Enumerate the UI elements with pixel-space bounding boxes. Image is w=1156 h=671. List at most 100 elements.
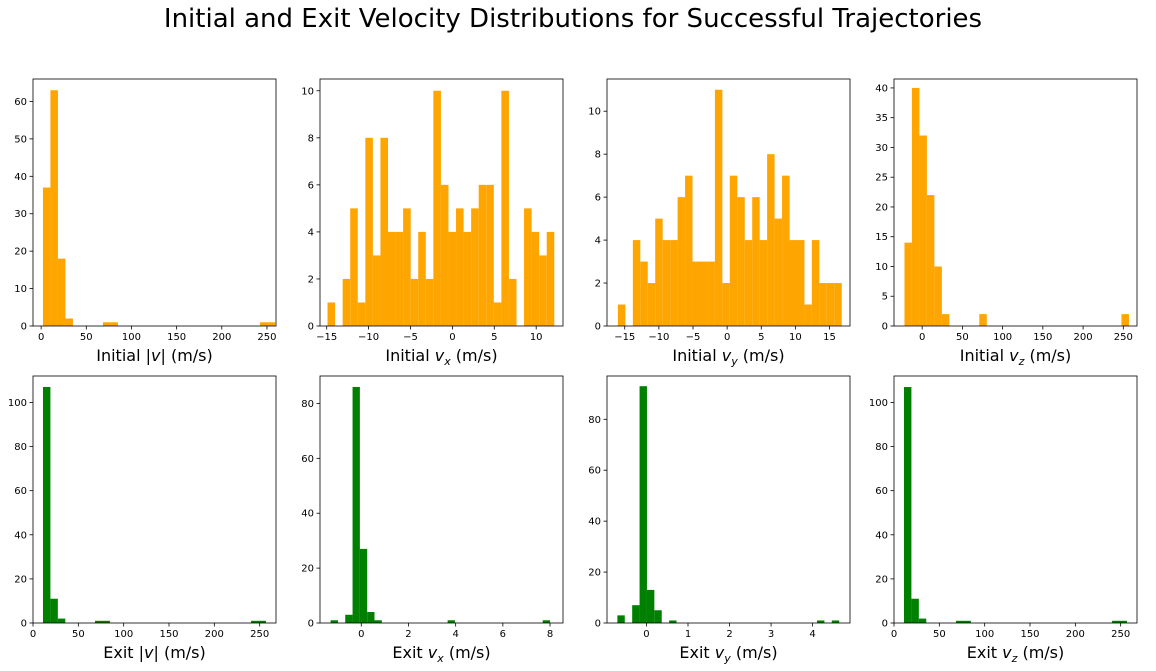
x-tick-label: 2: [405, 629, 411, 640]
y-tick-label: 40: [875, 530, 888, 541]
histogram-bar: [646, 589, 655, 623]
histogram-bar: [367, 612, 375, 623]
y-tick-label: 0: [882, 619, 888, 630]
histogram-bar: [42, 187, 51, 326]
histogram-bar: [819, 283, 827, 326]
histogram-bar: [493, 302, 502, 326]
histogram-bar: [1112, 620, 1120, 623]
histogram-bar: [911, 598, 919, 623]
y-tick-label: 60: [301, 454, 314, 465]
x-tick-label: 0: [358, 629, 364, 640]
subplot-exit-vz: 0 50 100 150 200 250 0 20 40 60 80 100 Exit vz (m/s): [869, 375, 1138, 665]
histogram-bar: [345, 614, 353, 623]
histogram-bar: [395, 231, 404, 326]
histogram-bar: [744, 240, 753, 326]
histogram-bar: [722, 283, 730, 326]
y-tick-label: 20: [875, 574, 888, 585]
x-tick-label: 50: [80, 332, 93, 343]
histogram-bar: [447, 620, 455, 623]
histogram-bar: [782, 175, 790, 326]
histogram-bar: [388, 231, 396, 326]
x-tick-label: 100: [993, 332, 1012, 343]
subplot-init-vx: −15 −10 −5 0 5 10 0 2 4 6 8 10 Initial vx (m/s): [301, 78, 564, 368]
histogram-bar: [539, 255, 547, 326]
histogram-bar: [42, 387, 51, 623]
y-tick-label: 8: [595, 150, 601, 161]
x-tick-label: 1: [685, 629, 691, 640]
x-tick-label: 200: [1066, 629, 1085, 640]
x-tick-label: 50: [933, 629, 946, 640]
histogram-bar: [926, 195, 935, 326]
y-tick-label: 10: [14, 284, 27, 295]
y-tick-label: 25: [875, 173, 888, 184]
histogram-bar: [904, 242, 912, 326]
y-tick-label: 6: [595, 193, 601, 204]
histogram-bar: [737, 197, 745, 326]
subplot-init-vz: 0 50 100 150 200 250 0 5 10 15 20 25 30 35 40 Initial v…: [875, 78, 1138, 368]
x-tick-label: 10: [530, 332, 543, 343]
y-tick-label: 20: [875, 202, 888, 213]
histogram-bar: [486, 184, 494, 326]
histogram-bar: [1119, 620, 1127, 623]
x-tick-label: 150: [1033, 332, 1052, 343]
y-tick-label: 2: [595, 279, 601, 290]
x-tick-label: 200: [1074, 332, 1093, 343]
histogram-bar: [330, 620, 338, 623]
x-axis-label: Initial vx (m/s): [385, 346, 497, 368]
x-tick-label: 4: [809, 629, 815, 640]
histogram-bar: [456, 208, 464, 326]
histogram-bar: [478, 184, 487, 326]
subplot-init-vy: −15 −10 −5 0 5 10 15 0 2 4 6 8 10 Initial vy (m/s): [588, 78, 851, 368]
y-tick-label: 0: [882, 322, 888, 333]
histogram-bar: [531, 231, 540, 326]
y-tick-label: 80: [875, 442, 888, 453]
x-tick-label: 150: [1020, 629, 1039, 640]
x-tick-label: 200: [205, 629, 224, 640]
histogram-bar: [542, 620, 551, 623]
y-tick-label: 0: [21, 322, 27, 333]
histogram-bar: [796, 240, 805, 326]
x-tick-label: 50: [72, 629, 85, 640]
y-tick-label: 20: [301, 564, 314, 575]
histogram-bar: [57, 618, 66, 623]
x-axis-label: Exit vy (m/s): [679, 643, 777, 665]
x-tick-label: 5: [491, 332, 497, 343]
y-tick-label: 10: [588, 107, 601, 118]
y-tick-label: 5: [882, 292, 888, 303]
y-tick-label: 40: [875, 83, 888, 94]
histogram-bar: [677, 197, 686, 326]
histogram-bar: [448, 231, 457, 326]
y-tick-label: 40: [301, 509, 314, 520]
histogram-bar: [640, 261, 648, 326]
x-tick-label: 150: [159, 629, 178, 640]
y-tick-label: 10: [301, 86, 314, 97]
x-tick-label: −10: [358, 332, 379, 343]
histogram-bar: [903, 387, 912, 623]
x-tick-label: 100: [975, 629, 994, 640]
y-tick-label: 0: [21, 619, 27, 630]
x-tick-label: 0: [449, 332, 455, 343]
histogram-bar: [50, 598, 58, 623]
x-tick-label: 250: [257, 332, 276, 343]
y-tick-label: 80: [301, 399, 314, 410]
x-tick-label: 3: [768, 629, 774, 640]
axes-frame: [32, 78, 277, 327]
histogram-bar: [714, 89, 723, 327]
histogram-bar: [546, 231, 555, 326]
histogram-bar: [1121, 314, 1129, 326]
x-tick-label: 0: [919, 332, 925, 343]
axes-frame: [606, 78, 851, 327]
histogram-bar: [425, 278, 434, 326]
histogram-bar: [707, 261, 715, 326]
histogram-bar: [639, 386, 647, 623]
histogram-bar: [365, 137, 373, 326]
histogram-bar: [410, 278, 419, 326]
x-tick-label: 6: [500, 629, 506, 640]
histogram-bar: [811, 240, 820, 326]
histogram-bar: [342, 278, 351, 326]
axes-frame: [319, 375, 564, 624]
x-tick-label: 250: [1111, 629, 1130, 640]
y-tick-label: 8: [308, 133, 314, 144]
histogram-bar: [524, 208, 532, 326]
histogram-bar: [699, 261, 708, 326]
